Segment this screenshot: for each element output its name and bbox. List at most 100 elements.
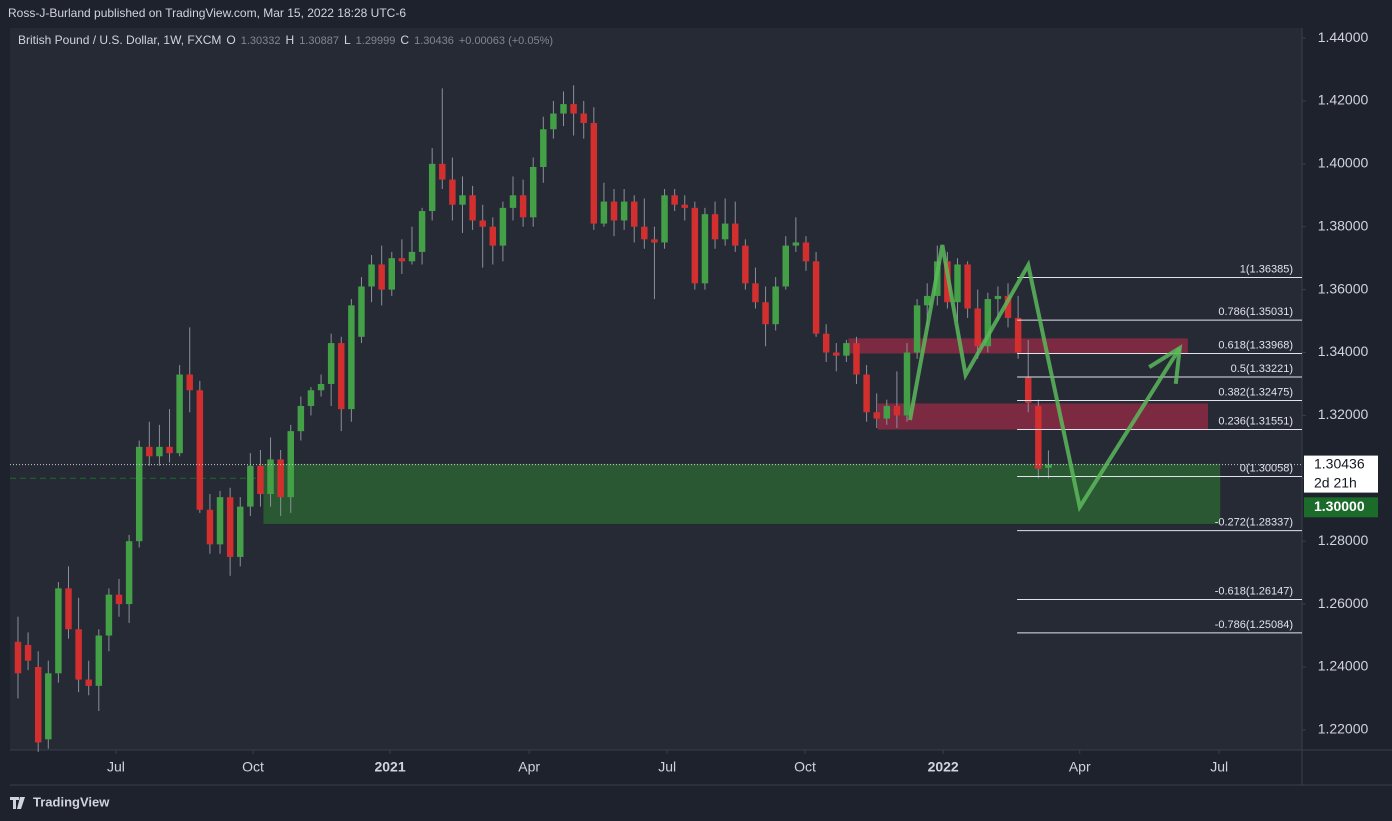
candle-body (439, 163, 446, 180)
candle-body (994, 295, 1002, 300)
candle-body (721, 223, 729, 240)
candle-body (701, 214, 709, 284)
projection-path (908, 244, 1182, 513)
candle-body (338, 343, 345, 410)
candle-body (459, 195, 466, 205)
candle-body (378, 264, 385, 290)
candle-body (742, 245, 749, 284)
header-text: L (344, 33, 351, 47)
zone (877, 403, 1209, 430)
candle-body (85, 679, 92, 686)
candle-body (368, 264, 375, 287)
candle-body (499, 207, 507, 246)
current-price-box (1304, 455, 1378, 493)
candle-body (923, 295, 931, 306)
candle-body (913, 305, 921, 353)
candle-body (105, 594, 113, 636)
candle-body (550, 113, 557, 130)
candle-body (247, 465, 254, 507)
candle-body (762, 302, 769, 325)
candle-body (115, 594, 123, 605)
candle-body (237, 506, 244, 557)
projection-arrowhead (1148, 344, 1183, 385)
candle-body (287, 431, 294, 498)
y-tick-label: 1.38000 (1318, 217, 1369, 233)
candle-body (408, 251, 416, 262)
header-text: O (226, 33, 235, 47)
level-price-box (1304, 497, 1378, 518)
header-text: 1.30436 (414, 35, 454, 47)
candle-body (580, 113, 587, 123)
legend-header: British Pound / U.S. Dollar, 1W, FXCM O 1.… (18, 33, 553, 47)
header-text: +0.00063 (+0.05%) (459, 35, 553, 47)
x-tick-label: 2022 (928, 759, 959, 775)
fib-label: 1(1.36385) (1240, 263, 1293, 275)
plot-area (10, 28, 1302, 750)
candle-body (348, 305, 355, 410)
candle-body (873, 412, 880, 419)
y-tick-label: 1.40000 (1318, 155, 1369, 171)
candle-body (479, 220, 486, 227)
y-tick-label: 1.24000 (1318, 658, 1369, 674)
candle-body (812, 261, 820, 334)
candle-body (1045, 464, 1052, 468)
header-text: 1.30332 (241, 35, 281, 47)
candle-body (893, 405, 901, 416)
x-tick-label: 2021 (374, 759, 405, 775)
candle-body (691, 207, 699, 284)
candle-body (1014, 317, 1022, 353)
header-text: C (400, 33, 409, 47)
x-tick-label: Oct (242, 759, 264, 775)
y-tick-label: 1.28000 (1318, 532, 1369, 548)
candle-body (489, 226, 497, 246)
candle-body (651, 239, 658, 243)
x-tick-label: Apr (1069, 759, 1091, 775)
x-tick-label: Jul (658, 759, 676, 775)
fib-label: -0.272(1.28337) (1215, 517, 1293, 529)
candle-body (772, 286, 779, 325)
candle-body (206, 509, 214, 545)
candle-body (257, 465, 264, 495)
candle-body (95, 635, 103, 686)
candle-body (641, 226, 648, 240)
fib-label: 0.618(1.33968) (1218, 339, 1293, 351)
y-tick-label: 1.34000 (1318, 343, 1369, 359)
y-tick-label: 1.42000 (1318, 92, 1369, 108)
candle-body (358, 286, 365, 337)
candle-body (196, 390, 204, 510)
candle-body (732, 223, 739, 246)
candle-body (267, 459, 274, 495)
candle-body (610, 201, 618, 221)
candle-body (166, 446, 173, 454)
candle-body (307, 390, 315, 406)
y-tick-label: 1.36000 (1318, 280, 1369, 296)
candle-body (34, 666, 42, 743)
candle-body (24, 644, 32, 661)
candle-body (782, 245, 789, 287)
candle-body (519, 195, 527, 218)
candle-body (125, 541, 133, 605)
candle-body (176, 374, 183, 454)
candle-body (984, 299, 992, 347)
candle-body (681, 204, 688, 208)
candle-body (903, 352, 911, 416)
header-text: H (286, 33, 295, 47)
candle-body (327, 343, 335, 384)
candle-body (388, 258, 396, 290)
candle-body (509, 195, 517, 208)
candle-body (752, 283, 759, 303)
candle-body (570, 104, 577, 114)
y-tick-label: 1.32000 (1318, 406, 1369, 422)
zone (263, 463, 1221, 524)
x-tick-label: Apr (518, 759, 540, 775)
plot: 1(1.36385) 0.786(1.35031) 0.618(1.33968) 0.… (10, 85, 1302, 752)
fib-label: 0.236(1.31551) (1218, 415, 1293, 427)
candle-body (1024, 377, 1032, 403)
candle-body (317, 383, 325, 391)
fib-label: 0.382(1.32475) (1218, 386, 1293, 398)
candle-body (661, 195, 668, 243)
candle-body (863, 374, 870, 413)
candle-body (883, 405, 891, 419)
